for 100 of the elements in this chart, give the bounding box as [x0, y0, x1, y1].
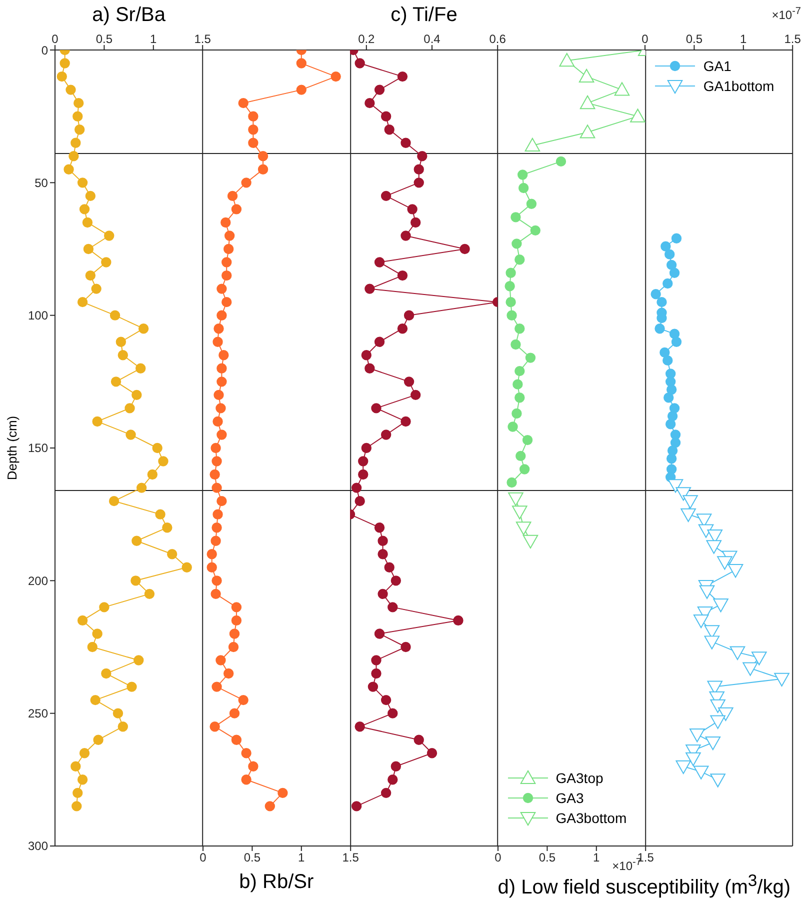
point [404, 310, 414, 320]
point [378, 536, 388, 546]
point [514, 392, 525, 403]
x-axis-title: b) Rb/Sr [238, 871, 315, 894]
point [714, 598, 729, 612]
point [221, 270, 232, 281]
point [522, 434, 532, 446]
x-tick-label: 1 [298, 850, 305, 865]
point [213, 324, 224, 334]
point [651, 289, 662, 300]
point [64, 164, 74, 175]
x-tick-label: 0.5 [538, 850, 556, 865]
x-tick-label: 1.5 [342, 850, 359, 865]
point [655, 324, 666, 334]
point [126, 682, 137, 692]
point [400, 138, 412, 148]
point [79, 748, 90, 758]
point [209, 721, 220, 732]
point [374, 336, 385, 347]
point [666, 260, 678, 270]
point [118, 721, 128, 732]
point [666, 384, 678, 395]
point [90, 694, 100, 706]
point [211, 522, 222, 533]
point [398, 71, 408, 82]
point [517, 170, 528, 180]
point [512, 506, 528, 520]
point [211, 576, 222, 586]
point [85, 190, 96, 202]
point [660, 347, 670, 358]
point [216, 496, 226, 506]
y-tick-label: 150 [28, 441, 48, 456]
point [79, 204, 90, 214]
point [91, 284, 102, 294]
point [227, 190, 238, 202]
point [515, 450, 526, 462]
point [516, 522, 532, 536]
point [206, 562, 217, 572]
point [85, 270, 96, 281]
point [209, 469, 220, 480]
point [728, 564, 744, 578]
point [368, 682, 378, 692]
point [414, 734, 424, 745]
point [158, 456, 168, 466]
point [166, 549, 178, 560]
point [630, 108, 646, 122]
point [221, 257, 232, 268]
point [361, 442, 372, 454]
point [213, 390, 224, 400]
point [238, 694, 248, 706]
point [514, 254, 525, 265]
point [666, 419, 676, 430]
point [410, 217, 421, 228]
point [710, 715, 726, 729]
point [374, 84, 385, 95]
point [162, 522, 172, 533]
point [354, 721, 366, 732]
legend-label: GA1 [703, 58, 732, 74]
point [216, 363, 226, 374]
point [228, 628, 240, 639]
point [66, 84, 76, 95]
point [228, 642, 238, 652]
point [391, 576, 402, 586]
point [77, 296, 88, 308]
point [400, 230, 412, 241]
point [414, 178, 424, 188]
point [371, 655, 382, 666]
point [132, 390, 142, 400]
point [670, 438, 681, 448]
point [248, 761, 258, 772]
y-tick-label: 0 [41, 43, 48, 58]
point [414, 164, 424, 175]
x-tick-label: 1 [592, 850, 600, 865]
point [374, 628, 385, 639]
point [72, 801, 82, 812]
point [514, 366, 525, 376]
point [730, 646, 746, 660]
point [672, 233, 682, 244]
point [698, 524, 714, 538]
point [112, 708, 124, 718]
point [670, 268, 680, 278]
point [352, 482, 362, 493]
point [670, 328, 680, 340]
y-tick-label: 200 [28, 574, 48, 588]
point [676, 760, 692, 774]
x-axis-title: d) Low field susceptibility (m$^{3}$/kg) [498, 871, 790, 899]
point [704, 636, 720, 650]
y-tick-label: 100 [28, 308, 48, 323]
x-tick-label: 0.2 [358, 32, 376, 46]
point [511, 238, 522, 249]
point [381, 430, 392, 440]
point [388, 774, 398, 785]
point [126, 430, 136, 440]
point [664, 249, 676, 260]
point [248, 111, 258, 122]
point [216, 284, 226, 294]
point [453, 615, 464, 626]
point [240, 178, 251, 188]
point [230, 734, 242, 745]
point [212, 336, 222, 347]
